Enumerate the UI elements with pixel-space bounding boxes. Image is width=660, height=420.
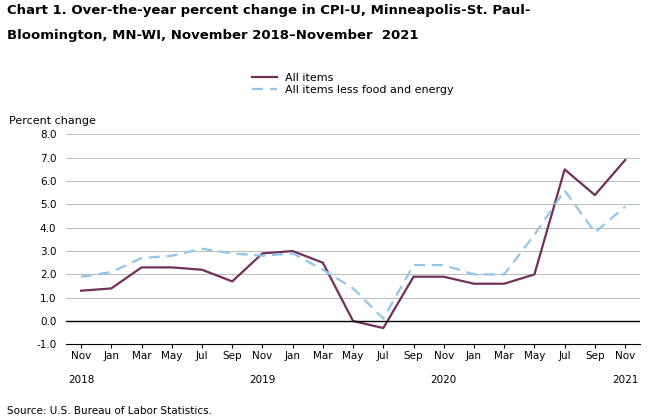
All items bbox=[108, 286, 115, 291]
Text: Source: U.S. Bureau of Labor Statistics.: Source: U.S. Bureau of Labor Statistics. bbox=[7, 406, 212, 416]
All items bbox=[440, 274, 447, 279]
All items less food and energy bbox=[440, 262, 447, 268]
Line: All items: All items bbox=[81, 160, 625, 328]
All items less food and energy bbox=[168, 253, 176, 258]
All items bbox=[500, 281, 508, 286]
All items bbox=[349, 318, 357, 323]
All items less food and energy bbox=[531, 232, 539, 237]
Text: Bloomington, MN-WI, November 2018–November  2021: Bloomington, MN-WI, November 2018–Novemb… bbox=[7, 29, 418, 42]
All items less food and energy bbox=[349, 286, 357, 291]
All items bbox=[379, 326, 387, 331]
All items less food and energy bbox=[108, 270, 115, 275]
All items less food and energy bbox=[591, 230, 599, 235]
All items less food and energy bbox=[198, 246, 206, 251]
All items bbox=[531, 272, 539, 277]
All items less food and energy bbox=[137, 255, 145, 260]
All items bbox=[410, 274, 418, 279]
All items less food and energy bbox=[379, 316, 387, 321]
All items less food and energy bbox=[470, 272, 478, 277]
All items less food and energy bbox=[77, 274, 85, 279]
All items bbox=[77, 288, 85, 293]
Text: Percent change: Percent change bbox=[9, 116, 96, 126]
All items less food and energy bbox=[561, 188, 569, 193]
All items bbox=[288, 249, 296, 254]
All items bbox=[198, 267, 206, 272]
All items less food and energy bbox=[319, 267, 327, 272]
All items bbox=[319, 260, 327, 265]
All items less food and energy bbox=[259, 253, 267, 258]
All items less food and energy bbox=[288, 251, 296, 256]
All items less food and energy bbox=[500, 272, 508, 277]
Text: 2021: 2021 bbox=[612, 375, 638, 385]
All items less food and energy bbox=[621, 204, 629, 209]
Legend: All items, All items less food and energy: All items, All items less food and energ… bbox=[252, 73, 454, 95]
All items bbox=[137, 265, 145, 270]
Text: 2019: 2019 bbox=[249, 375, 276, 385]
All items bbox=[591, 192, 599, 197]
Text: 2020: 2020 bbox=[430, 375, 457, 385]
All items less food and energy bbox=[228, 251, 236, 256]
All items bbox=[470, 281, 478, 286]
All items less food and energy bbox=[410, 262, 418, 268]
Text: Chart 1. Over-the-year percent change in CPI-U, Minneapolis-St. Paul-: Chart 1. Over-the-year percent change in… bbox=[7, 4, 530, 17]
All items bbox=[228, 279, 236, 284]
All items bbox=[168, 265, 176, 270]
All items bbox=[259, 251, 267, 256]
All items bbox=[561, 167, 569, 172]
All items bbox=[621, 158, 629, 163]
Line: All items less food and energy: All items less food and energy bbox=[81, 190, 625, 319]
Text: 2018: 2018 bbox=[68, 375, 94, 385]
